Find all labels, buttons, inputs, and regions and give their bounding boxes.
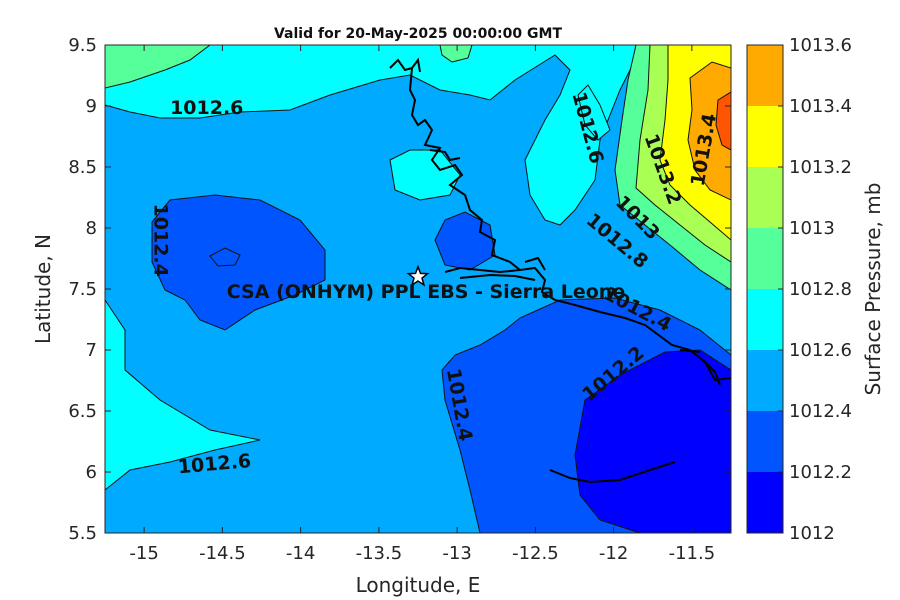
contour-label: 1012.6 xyxy=(170,97,243,119)
x-tick-label: -13 xyxy=(442,543,471,564)
colorbar-band xyxy=(747,350,783,411)
band-1012-6-east-edge xyxy=(577,84,611,141)
colorbar-tick-label: 1012.8 xyxy=(789,279,852,300)
colorbar-tick-label: 1013.6 xyxy=(789,35,852,56)
colorbar-tick-label: 1012 xyxy=(789,523,835,544)
colorbar-tick-label: 1012.2 xyxy=(789,462,852,483)
y-tick-label: 8.5 xyxy=(68,157,97,178)
contour-label: 1012.4 xyxy=(149,204,171,277)
y-tick-label: 7.5 xyxy=(68,279,97,300)
colorbar-tick-label: 1012.4 xyxy=(789,401,852,422)
colorbar-band xyxy=(747,106,783,167)
band-1012-6-pocket xyxy=(389,149,461,201)
colorbar-band xyxy=(747,228,783,289)
site-star-icon xyxy=(406,264,430,287)
y-tick-label: 6 xyxy=(86,462,97,483)
contour-fill-layer xyxy=(105,45,731,533)
y-tick-label: 6.5 xyxy=(68,401,97,422)
x-tick-label: -15 xyxy=(129,543,158,564)
colorbar-title: Surface Pressure, mb xyxy=(861,183,885,396)
x-tick-label: -11.5 xyxy=(669,543,716,564)
x-tick-label: -14.5 xyxy=(199,543,246,564)
x-axis-title: Longitude, E xyxy=(356,573,481,597)
y-tick-label: 9 xyxy=(86,96,97,117)
x-tick-label: -14 xyxy=(286,543,315,564)
band-1012-min-west xyxy=(209,247,241,267)
x-tick-label: -12.5 xyxy=(512,543,559,564)
y-axis-title: Latitude, N xyxy=(31,234,55,344)
coastline xyxy=(389,57,731,484)
colorbar-band xyxy=(747,167,783,228)
x-tick-label: -12 xyxy=(599,543,628,564)
y-tick-label: 9.5 xyxy=(68,35,97,56)
map-title: Valid for 20-May-2025 00:00:00 GMT xyxy=(274,26,562,42)
colorbar-band xyxy=(747,472,783,533)
y-tick-label: 7 xyxy=(86,340,97,361)
colorbar-tick-label: 1013 xyxy=(789,218,835,239)
colorbar-band xyxy=(747,411,783,472)
band-1012-8-nw xyxy=(105,45,211,89)
colorbar-tick-label: 1013.4 xyxy=(789,96,852,117)
y-axis: 9.5 9 8.5 8 7.5 7 6.5 6 5.5 xyxy=(68,35,731,544)
site: CSA (ONHYM) PPL EBS - Sierra Leone xyxy=(227,264,625,303)
colorbar-tick-label: 1013.2 xyxy=(789,157,852,178)
colorbar-tick-label: 1012.6 xyxy=(789,340,852,361)
colorbar-band xyxy=(747,45,783,106)
y-tick-label: 8 xyxy=(86,218,97,239)
band-1012-6-west xyxy=(105,299,261,491)
x-axis: -15 -14.5 -14 -13.5 -13 -12.5 -12 -11.5 xyxy=(129,45,715,564)
site-label: CSA (ONHYM) PPL EBS - Sierra Leone xyxy=(227,281,625,303)
y-tick-label: 5.5 xyxy=(68,523,97,544)
colorbar-band xyxy=(747,289,783,350)
x-tick-label: -13.5 xyxy=(356,543,403,564)
band-1012 xyxy=(574,349,731,533)
band-1012-2-west xyxy=(151,194,326,331)
colorbar: 1012 1012.2 1012.4 1012.6 1012.8 1013 1013.2 10… xyxy=(746,35,852,544)
band-1012-8-north xyxy=(439,45,473,63)
band-1013-4 xyxy=(687,61,731,201)
